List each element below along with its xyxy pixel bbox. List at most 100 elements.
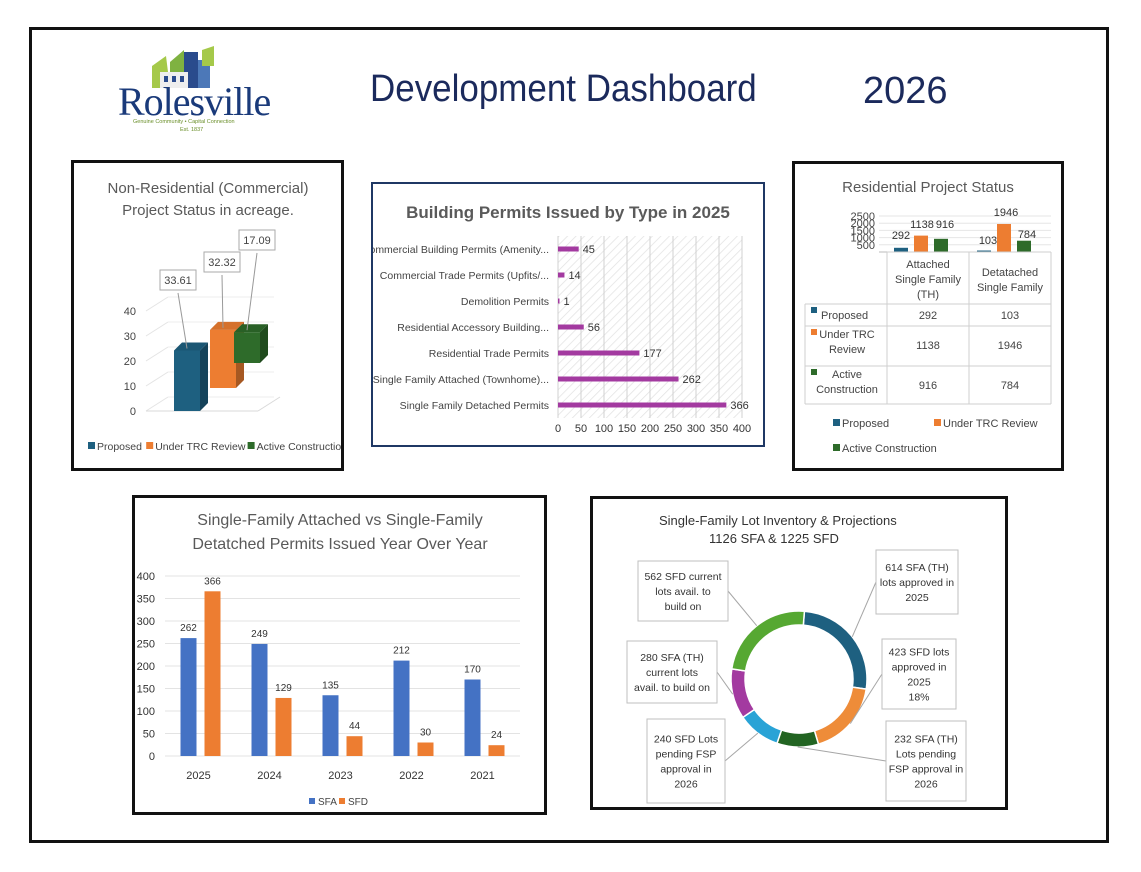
y-tick-label: 2500 — [851, 211, 875, 223]
y-tick-label: 250 — [137, 639, 155, 651]
data-label: lots approved in — [880, 577, 954, 589]
value-label: 129 — [275, 683, 292, 694]
chart-title: Building Permits Issued by Type in 2025 — [406, 203, 730, 222]
value-label: 1 — [564, 296, 570, 308]
category-label: Residential Accessory Building... — [397, 322, 549, 334]
value-label: 32.32 — [208, 257, 236, 269]
bar-proposed — [894, 247, 908, 252]
value-label: 103 — [979, 235, 997, 247]
gridline — [145, 296, 169, 312]
legend-label: Proposed — [97, 441, 142, 453]
lots-chart-panel: Single-Family Lot Inventory & Projection… — [590, 496, 1008, 810]
table-value: 1138 — [916, 340, 940, 352]
table-value: 916 — [919, 380, 937, 392]
chart-title: Residential Project Status — [842, 179, 1014, 196]
bar — [558, 272, 565, 278]
data-label: FSP approval in — [889, 764, 964, 776]
callout-line — [221, 274, 224, 328]
donut-segment — [802, 610, 868, 691]
chart-title: Project Status in acreage. — [122, 202, 294, 219]
data-label-box — [646, 718, 726, 804]
permits-chart: Building Permits Issued by Type in 2025 0… — [362, 203, 751, 435]
value-label: 212 — [393, 646, 410, 657]
bar-proposed — [977, 250, 991, 252]
x-tick-label: 150 — [618, 423, 636, 435]
permits-chart-panel: Building Permits Issued by Type in 2025 0… — [362, 182, 765, 447]
table-value: 103 — [1001, 310, 1019, 322]
category-label: Residential Trade Permits — [429, 348, 549, 360]
y-tick-label: 200 — [137, 661, 155, 673]
donut-segment — [776, 729, 820, 748]
x-tick-label: 2025 — [186, 770, 210, 782]
value-label: 24 — [491, 730, 503, 741]
table-row-label: Active — [832, 369, 862, 381]
bar — [558, 402, 727, 408]
value-label: 44 — [349, 721, 361, 732]
bar-sfa — [180, 638, 197, 756]
x-tick-label: 50 — [575, 423, 587, 435]
value-label: 177 — [643, 348, 661, 360]
legend-swatch — [309, 798, 315, 804]
table-row-label: Construction — [816, 384, 878, 396]
y-tick-label: 30 — [124, 331, 136, 343]
data-label: approved in — [892, 662, 947, 674]
page-title: Development Dashboard — [370, 68, 757, 110]
legend-swatch — [811, 307, 817, 313]
data-label: Lots pending — [896, 749, 956, 761]
bar-active-construction — [1017, 240, 1031, 252]
data-label: 562 SFD current — [644, 571, 721, 583]
data-label: pending FSP — [656, 749, 717, 761]
callout-line — [177, 292, 188, 349]
x-tick-label: 400 — [733, 423, 751, 435]
category-label: Commercial Building Permits (Amenity... — [373, 244, 549, 256]
data-label: 2025 — [905, 592, 929, 604]
data-label: lots avail. to — [655, 586, 711, 598]
y-tick-label: 350 — [137, 594, 155, 606]
bar — [558, 376, 679, 382]
legend-label: Proposed — [842, 418, 889, 430]
bar-top — [174, 342, 208, 351]
chart-title: Single-Family Lot Inventory & Projection… — [659, 513, 897, 528]
data-label: approval in — [660, 764, 712, 776]
value-label: 14 — [568, 270, 580, 282]
logo-est: Est. 1837 — [180, 127, 204, 133]
bar-proposed — [174, 350, 200, 411]
chart-title: Non-Residential (Commercial) — [108, 180, 309, 197]
legend-label: Active Construction — [257, 441, 341, 453]
legend-swatch — [833, 444, 840, 451]
table-header: Detatached — [982, 267, 1038, 279]
bar-side — [200, 342, 208, 411]
callout-line — [246, 252, 258, 331]
value-label: 170 — [464, 665, 481, 676]
table-row-label: Review — [829, 344, 865, 356]
value-label: 17.09 — [243, 235, 271, 247]
bar-sfa — [393, 660, 410, 756]
y-tick-label: 0 — [130, 406, 136, 418]
value-label: 56 — [588, 322, 600, 334]
x-tick-label: 2024 — [257, 770, 281, 782]
x-tick-label: 2022 — [399, 770, 423, 782]
y-tick-label: 50 — [143, 729, 155, 741]
value-label: 292 — [892, 230, 910, 242]
table-row-label: Proposed — [821, 310, 868, 322]
value-label: 784 — [1018, 229, 1036, 241]
value-label: 1946 — [994, 207, 1018, 219]
bar — [558, 298, 560, 304]
data-label: 18% — [908, 692, 929, 704]
table-row-label: Under TRC — [819, 329, 874, 341]
value-label: 262 — [683, 374, 701, 386]
bar-sfd — [417, 742, 434, 756]
yoy-chart-panel: Single-Family Attached vs Single-Family D… — [132, 495, 547, 815]
y-tick-label: 300 — [137, 616, 155, 628]
y-tick-label: 1000 — [851, 233, 875, 245]
data-label: 423 SFD lots — [889, 647, 950, 659]
residential-chart: Residential Project Status25002000150010… — [804, 179, 1052, 455]
y-tick-label: 500 — [857, 240, 875, 252]
category-label: Demolition Permits — [461, 296, 549, 308]
data-label: 614 SFA (TH) — [885, 562, 949, 574]
value-label-box — [238, 229, 276, 251]
bar — [558, 350, 640, 356]
leader-line — [797, 746, 887, 762]
value-label-box — [159, 269, 197, 291]
y-tick-label: 150 — [137, 684, 155, 696]
